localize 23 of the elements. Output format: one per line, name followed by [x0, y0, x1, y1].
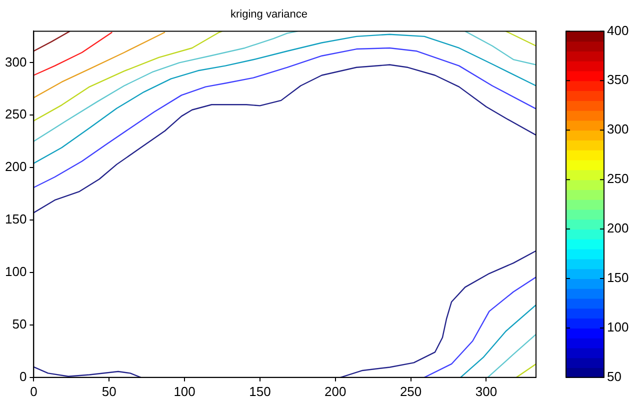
chart-title: kriging variance	[230, 8, 308, 21]
y-tick-label: 0	[19, 368, 27, 384]
color-bar-label: 100	[607, 320, 629, 335]
color-bar-label: 300	[607, 122, 629, 137]
y-tick-label: 300	[4, 54, 27, 70]
color-bar-label: 200	[607, 220, 629, 236]
color-bar-label: 350	[607, 72, 629, 88]
x-tick-label: 150	[249, 384, 271, 399]
y-tick-label: 150	[4, 212, 27, 227]
color-bar-label: 400	[607, 22, 629, 38]
y-tick-label: 200	[4, 159, 27, 174]
x-tick-label: 250	[400, 384, 422, 399]
color-bar-label: 250	[607, 171, 629, 186]
y-tick-label: 250	[4, 106, 27, 122]
x-tick-label: 100	[174, 384, 196, 399]
color-bar-label: 150	[607, 270, 629, 286]
y-tick-label: 100	[4, 264, 27, 280]
x-tick-label: 0	[30, 384, 38, 399]
x-tick-label: 300	[475, 384, 498, 399]
x-tick-label: 200	[324, 384, 346, 399]
color-bar-label: 50	[607, 368, 622, 384]
y-tick-label: 50	[12, 316, 27, 332]
x-tick-label: 50	[102, 384, 116, 399]
